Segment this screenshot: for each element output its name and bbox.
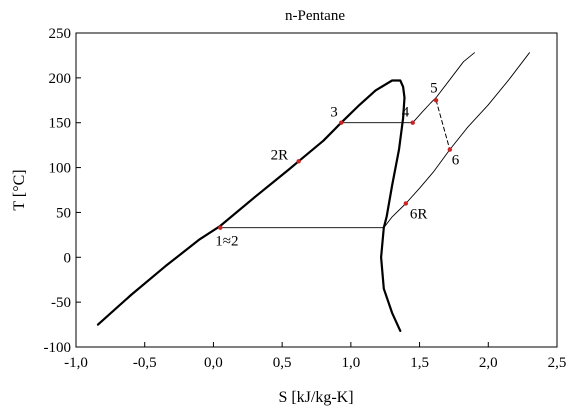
state-point-marker bbox=[447, 147, 453, 152]
plot-frame bbox=[75, 32, 558, 348]
series-saturation-dome bbox=[96, 79, 406, 332]
y-axis-ticks: -100 -50 0 50 100 150 200 250 bbox=[44, 26, 81, 356]
y-tick-label: 250 bbox=[49, 26, 72, 42]
x-tick-label: 1,0 bbox=[341, 355, 360, 371]
y-tick-label: -50 bbox=[51, 295, 71, 311]
x-tick-label: 2,0 bbox=[479, 355, 498, 371]
x-tick-label: 2,5 bbox=[548, 355, 567, 371]
x-tick-label: -1,0 bbox=[64, 355, 88, 371]
series-isobar-high bbox=[412, 52, 475, 124]
state-point-marker bbox=[339, 120, 344, 125]
state-point-marker bbox=[410, 120, 415, 125]
series-group bbox=[96, 52, 530, 332]
state-point-marker bbox=[218, 225, 223, 230]
x-axis-label: S [kJ/kg-K] bbox=[278, 389, 353, 406]
y-axis-label: T [°C] bbox=[11, 169, 28, 210]
state-point-label: 1≈2 bbox=[215, 234, 238, 250]
x-tick-label: 0,0 bbox=[204, 355, 223, 371]
x-axis-ticks: -1,0 -0,5 0,0 0,5 1,0 1,5 2,0 2,5 bbox=[64, 342, 566, 371]
x-tick-label: -0,5 bbox=[133, 355, 157, 371]
state-point-marker bbox=[433, 98, 439, 103]
y-tick-label: 150 bbox=[49, 116, 72, 132]
y-tick-label: -100 bbox=[44, 340, 72, 356]
y-tick-label: 50 bbox=[56, 205, 71, 221]
state-point-label: 4 bbox=[402, 105, 410, 121]
state-point-marker bbox=[296, 159, 301, 164]
y-tick-label: 0 bbox=[64, 250, 72, 266]
series-expansion-dashed bbox=[435, 99, 451, 151]
state-point-label: 5 bbox=[430, 80, 438, 96]
series-isobar-low bbox=[383, 52, 530, 229]
x-tick-label: 1,5 bbox=[410, 355, 429, 371]
x-tick-label: 0,5 bbox=[273, 355, 292, 371]
state-points: 1≈2 2R 3 4 5 6 6R bbox=[215, 80, 460, 249]
state-point-label: 3 bbox=[330, 105, 338, 121]
state-point-marker bbox=[403, 201, 409, 206]
y-tick-label: 100 bbox=[49, 161, 72, 177]
state-point-label: 6R bbox=[410, 206, 428, 222]
y-tick-label: 200 bbox=[49, 71, 72, 87]
state-point-label: 6 bbox=[452, 153, 460, 169]
state-point-label: 2R bbox=[271, 147, 289, 163]
chart-title: n-Pentane bbox=[285, 8, 345, 24]
